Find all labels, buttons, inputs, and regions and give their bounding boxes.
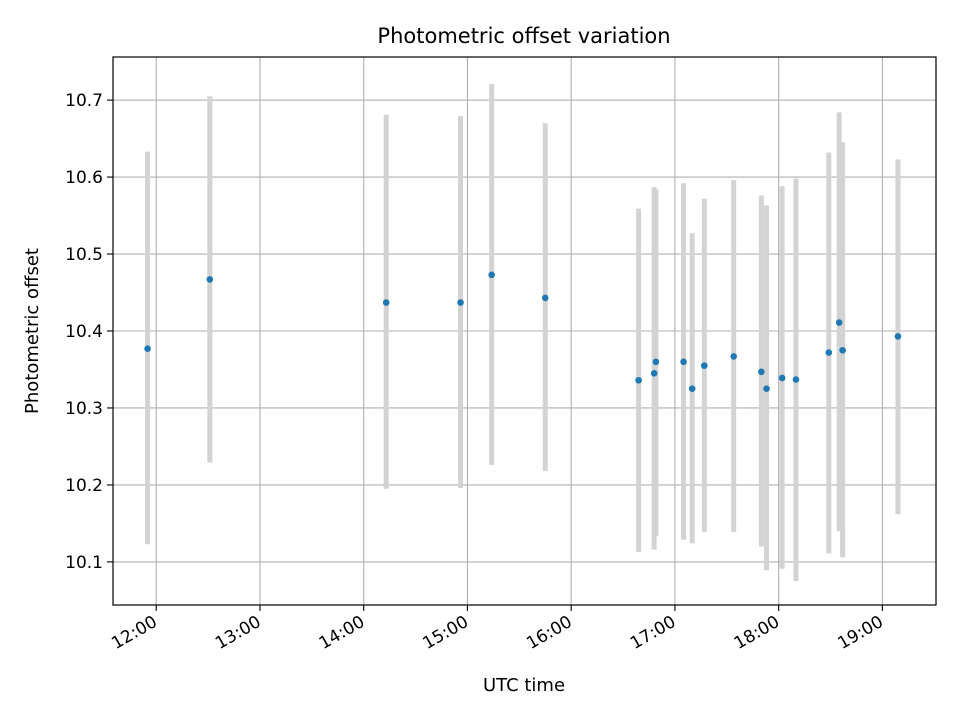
y-tick-label: 10.3 xyxy=(65,399,103,419)
data-point xyxy=(457,299,464,306)
data-point xyxy=(541,294,549,302)
y-tick-label: 10.6 xyxy=(65,168,103,188)
data-point xyxy=(688,385,696,393)
data-point xyxy=(206,276,214,283)
data-point xyxy=(701,362,708,369)
data-point xyxy=(488,271,495,279)
y-axis-label: Photometric offset xyxy=(22,248,43,414)
data-point xyxy=(835,319,843,326)
data-point xyxy=(680,358,687,366)
data-point xyxy=(635,376,642,384)
data-point xyxy=(652,358,660,366)
y-tick-label: 10.7 xyxy=(65,91,103,111)
data-point xyxy=(825,349,833,356)
data-point xyxy=(758,368,765,376)
x-axis-label: UTC time xyxy=(483,675,565,696)
y-tick-label: 10.2 xyxy=(65,476,103,496)
data-point xyxy=(650,370,658,377)
y-tick-label: 10.5 xyxy=(65,245,103,265)
y-tick-label: 10.1 xyxy=(65,553,103,573)
data-point xyxy=(792,376,800,383)
data-points xyxy=(144,271,902,393)
data-point xyxy=(778,374,786,382)
data-point xyxy=(730,353,738,360)
y-axis-ticks: 10.1 10.2 10.3 10.4 10.5 10.6 10.7 xyxy=(65,91,113,573)
grid xyxy=(113,57,936,605)
chart-title: Photometric offset variation xyxy=(377,24,670,48)
data-point xyxy=(144,345,151,353)
data-point xyxy=(894,333,902,340)
data-point xyxy=(382,299,390,306)
data-point xyxy=(839,346,846,354)
data-point xyxy=(763,385,770,393)
y-tick-label: 10.4 xyxy=(65,322,103,342)
